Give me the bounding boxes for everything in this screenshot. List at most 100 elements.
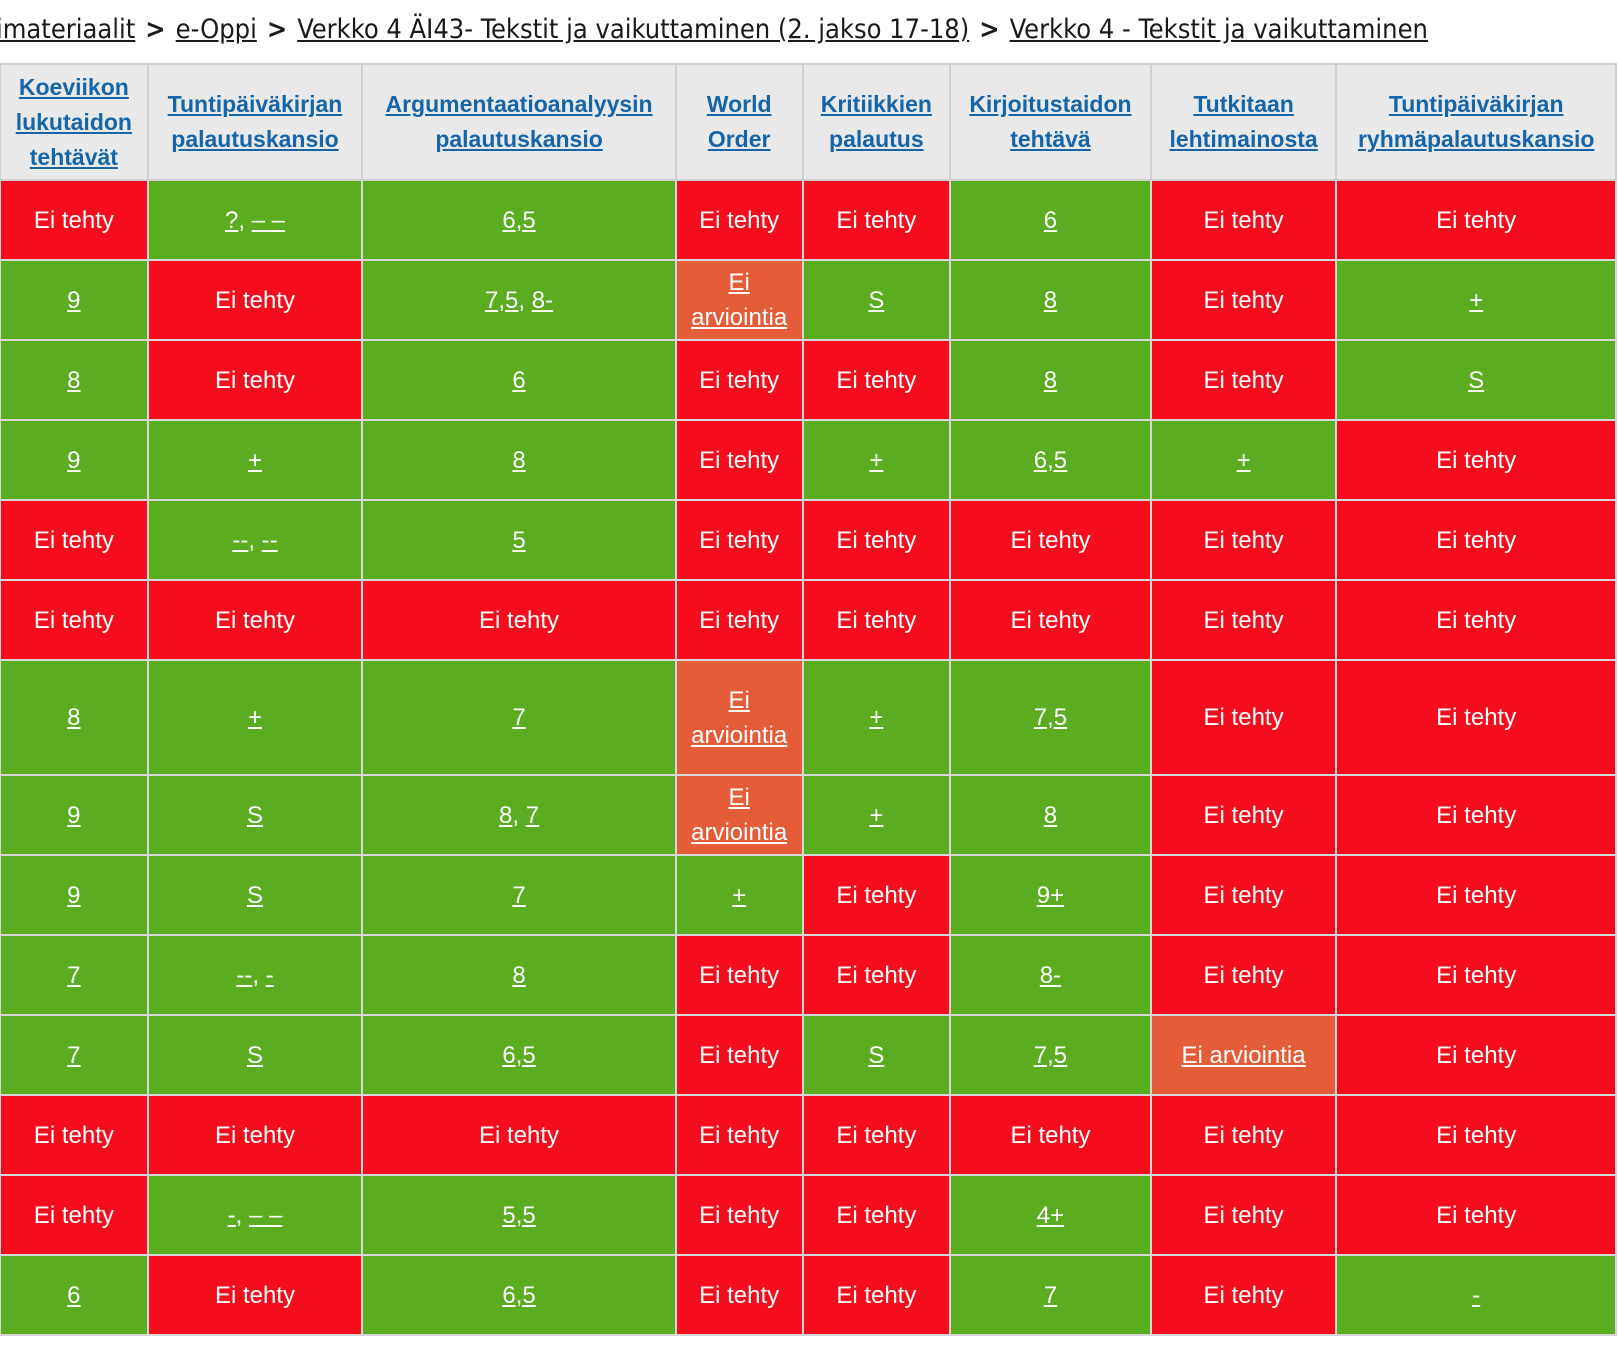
grade-cell-not-done: Ei tehty bbox=[1335, 854, 1617, 936]
grade-link[interactable]: + bbox=[869, 801, 884, 829]
grade-link[interactable]: 8 bbox=[67, 366, 81, 394]
grade-link[interactable]: 6,5 bbox=[502, 1281, 536, 1309]
grade-link[interactable]: + bbox=[247, 704, 262, 731]
grade-link[interactable]: 7,5 bbox=[1033, 1041, 1068, 1069]
grade-link[interactable]: 7 bbox=[512, 704, 526, 731]
grade-link[interactable]: 6 bbox=[1043, 206, 1058, 234]
grade-link[interactable]: 7 bbox=[512, 881, 526, 909]
grade-link[interactable]: 9 bbox=[67, 881, 81, 909]
grade-link[interactable]: + bbox=[869, 704, 884, 731]
grade-link[interactable]: 8 bbox=[1043, 801, 1058, 829]
grade-link[interactable]: 7 bbox=[525, 801, 540, 829]
grade-link[interactable]: - bbox=[227, 1201, 236, 1229]
grade-link[interactable]: 8 bbox=[512, 961, 526, 989]
grade-link[interactable]: 6 bbox=[512, 366, 526, 394]
grade-link[interactable]: 4+ bbox=[1036, 1201, 1065, 1229]
grade-link[interactable]: Ei arviointia bbox=[691, 269, 788, 331]
grade-link[interactable]: S bbox=[868, 286, 885, 314]
status-text: Ei tehty bbox=[1436, 606, 1517, 634]
column-header-line: Kritiikkien bbox=[820, 91, 932, 117]
table-row: 9 S 7 + Ei tehty 9+ Ei tehty Ei tehty bbox=[0, 854, 1617, 936]
grade-link[interactable]: 8 bbox=[512, 446, 526, 474]
grade-link[interactable]: – – bbox=[248, 1201, 283, 1229]
column-header-link[interactable]: Tuntipäiväkirjan ryhmäpalautuskansio bbox=[1358, 91, 1594, 152]
grade-link[interactable]: - bbox=[1472, 1281, 1481, 1309]
grade-cell-graded: S bbox=[801, 259, 952, 341]
grade-link[interactable]: 9 bbox=[67, 801, 81, 829]
grade-link[interactable]: 9 bbox=[67, 446, 81, 474]
grade-cell-graded: 7 bbox=[361, 659, 677, 776]
grade-cell-not-done: Ei tehty bbox=[1149, 854, 1338, 936]
grade-link[interactable]: – – bbox=[251, 206, 286, 234]
grade-cell-not-done: Ei tehty bbox=[0, 179, 149, 261]
grade-link[interactable]: + bbox=[869, 446, 884, 474]
grade-separator: , bbox=[252, 961, 266, 989]
grade-link[interactable]: 8 bbox=[1043, 286, 1058, 314]
column-header-link[interactable]: Tuntipäiväkirjan palautuskansio bbox=[168, 91, 343, 152]
grade-link[interactable]: 7,5 bbox=[485, 286, 519, 314]
breadcrumb-link[interactable]: Verkko 4 - Tekstit ja vaikuttaminen bbox=[1009, 13, 1428, 45]
grade-link[interactable]: - bbox=[265, 961, 274, 989]
grade-link[interactable]: + bbox=[1236, 446, 1251, 474]
grade-link[interactable]: Ei arviointia bbox=[1181, 1041, 1306, 1069]
breadcrumb-link[interactable]: Verkko 4 ÄI43- Tekstit ja vaikuttaminen … bbox=[297, 13, 970, 45]
grade-link[interactable]: 9 bbox=[67, 286, 81, 314]
grade-link[interactable]: 8- bbox=[531, 286, 554, 314]
grade-link[interactable]: 6,5 bbox=[502, 1041, 536, 1069]
grade-cell-graded: S bbox=[801, 1014, 952, 1096]
breadcrumb-link[interactable]: imateriaalit bbox=[0, 13, 136, 45]
column-header-line: tehtävät bbox=[29, 143, 118, 170]
grade-link[interactable]: 8 bbox=[67, 704, 81, 731]
grade-link[interactable]: Ei arviointia bbox=[691, 784, 788, 846]
grade-link[interactable]: 6 bbox=[67, 1281, 81, 1309]
grade-link[interactable]: S bbox=[868, 1041, 885, 1069]
grade-link[interactable]: + bbox=[1469, 286, 1484, 314]
grade-link[interactable]: -- bbox=[261, 526, 278, 554]
grade-cell-not-done: Ei tehty bbox=[146, 1094, 364, 1176]
grade-cell-graded: + bbox=[1149, 419, 1338, 501]
grade-link[interactable]: 7,5 bbox=[1033, 704, 1068, 731]
status-text: Ei tehty bbox=[1203, 286, 1284, 314]
grade-link[interactable]: S bbox=[246, 881, 263, 909]
grade-link[interactable]: 9+ bbox=[1036, 881, 1065, 909]
grade-link[interactable]: ? bbox=[224, 206, 239, 234]
grade-link[interactable]: 7 bbox=[67, 961, 81, 989]
grade-link[interactable]: 6,5 bbox=[1033, 446, 1068, 474]
grade-link[interactable]: 8 bbox=[499, 801, 513, 829]
breadcrumb-link[interactable]: e-Oppi bbox=[175, 13, 257, 45]
grade-cell-not-done: Ei tehty bbox=[0, 579, 149, 661]
grade-link[interactable]: + bbox=[732, 881, 747, 909]
grades-table: Koeviikon lukutaidon tehtävät Tuntipäiväkir… bbox=[0, 63, 1617, 1336]
grade-cell-not-assessed: Ei arviointia bbox=[1149, 1014, 1338, 1096]
grade-cell-graded: 8, 7 bbox=[361, 774, 677, 856]
table-row: 6 Ei tehty 6,5 Ei tehty Ei tehty 7 Ei tehty - bbox=[0, 1254, 1617, 1336]
grade-link[interactable]: S bbox=[246, 1041, 263, 1069]
grade-cell-not-done: Ei tehty bbox=[1335, 1174, 1617, 1256]
column-header-link[interactable]: Koeviikon lukutaidon tehtävät bbox=[16, 74, 132, 170]
column-header-link[interactable]: Kritiikkien palautus bbox=[821, 91, 932, 152]
grade-link[interactable]: S bbox=[1468, 366, 1485, 394]
column-header-link[interactable]: World Order bbox=[707, 91, 772, 152]
grade-cell-not-done: Ei tehty bbox=[1149, 934, 1338, 1016]
grade-link[interactable]: 5 bbox=[512, 526, 526, 554]
grade-link[interactable]: 7 bbox=[1043, 1281, 1058, 1309]
status-text: Ei tehty bbox=[699, 961, 780, 989]
grade-link[interactable]: 5,5 bbox=[502, 1201, 536, 1229]
column-header-line: palautuskansio bbox=[435, 126, 603, 152]
grade-link[interactable]: 7 bbox=[67, 1041, 81, 1069]
grade-link[interactable]: 8- bbox=[1039, 961, 1062, 989]
grade-link[interactable]: -- bbox=[236, 961, 253, 989]
column-header-link[interactable]: Argumentaatioanalyysin palautuskansio bbox=[385, 91, 652, 152]
grade-link[interactable]: S bbox=[246, 801, 263, 829]
grade-cell-not-done: Ei tehty bbox=[801, 579, 952, 661]
column-header-link[interactable]: Kirjoitustaidon tehtävä bbox=[969, 91, 1131, 152]
grade-link[interactable]: 6,5 bbox=[502, 206, 536, 234]
grade-link[interactable]: 8 bbox=[1043, 366, 1058, 394]
breadcrumb-separator: > bbox=[979, 13, 1000, 45]
grade-cell-not-done: Ei tehty bbox=[801, 1094, 952, 1176]
column-header: Kritiikkien palautus bbox=[801, 63, 952, 181]
column-header-link[interactable]: Tutkitaan lehtimainosta bbox=[1169, 91, 1317, 152]
grade-link[interactable]: + bbox=[247, 446, 262, 474]
grade-link[interactable]: Ei arviointia bbox=[691, 686, 788, 749]
grade-link[interactable]: -- bbox=[232, 526, 249, 554]
